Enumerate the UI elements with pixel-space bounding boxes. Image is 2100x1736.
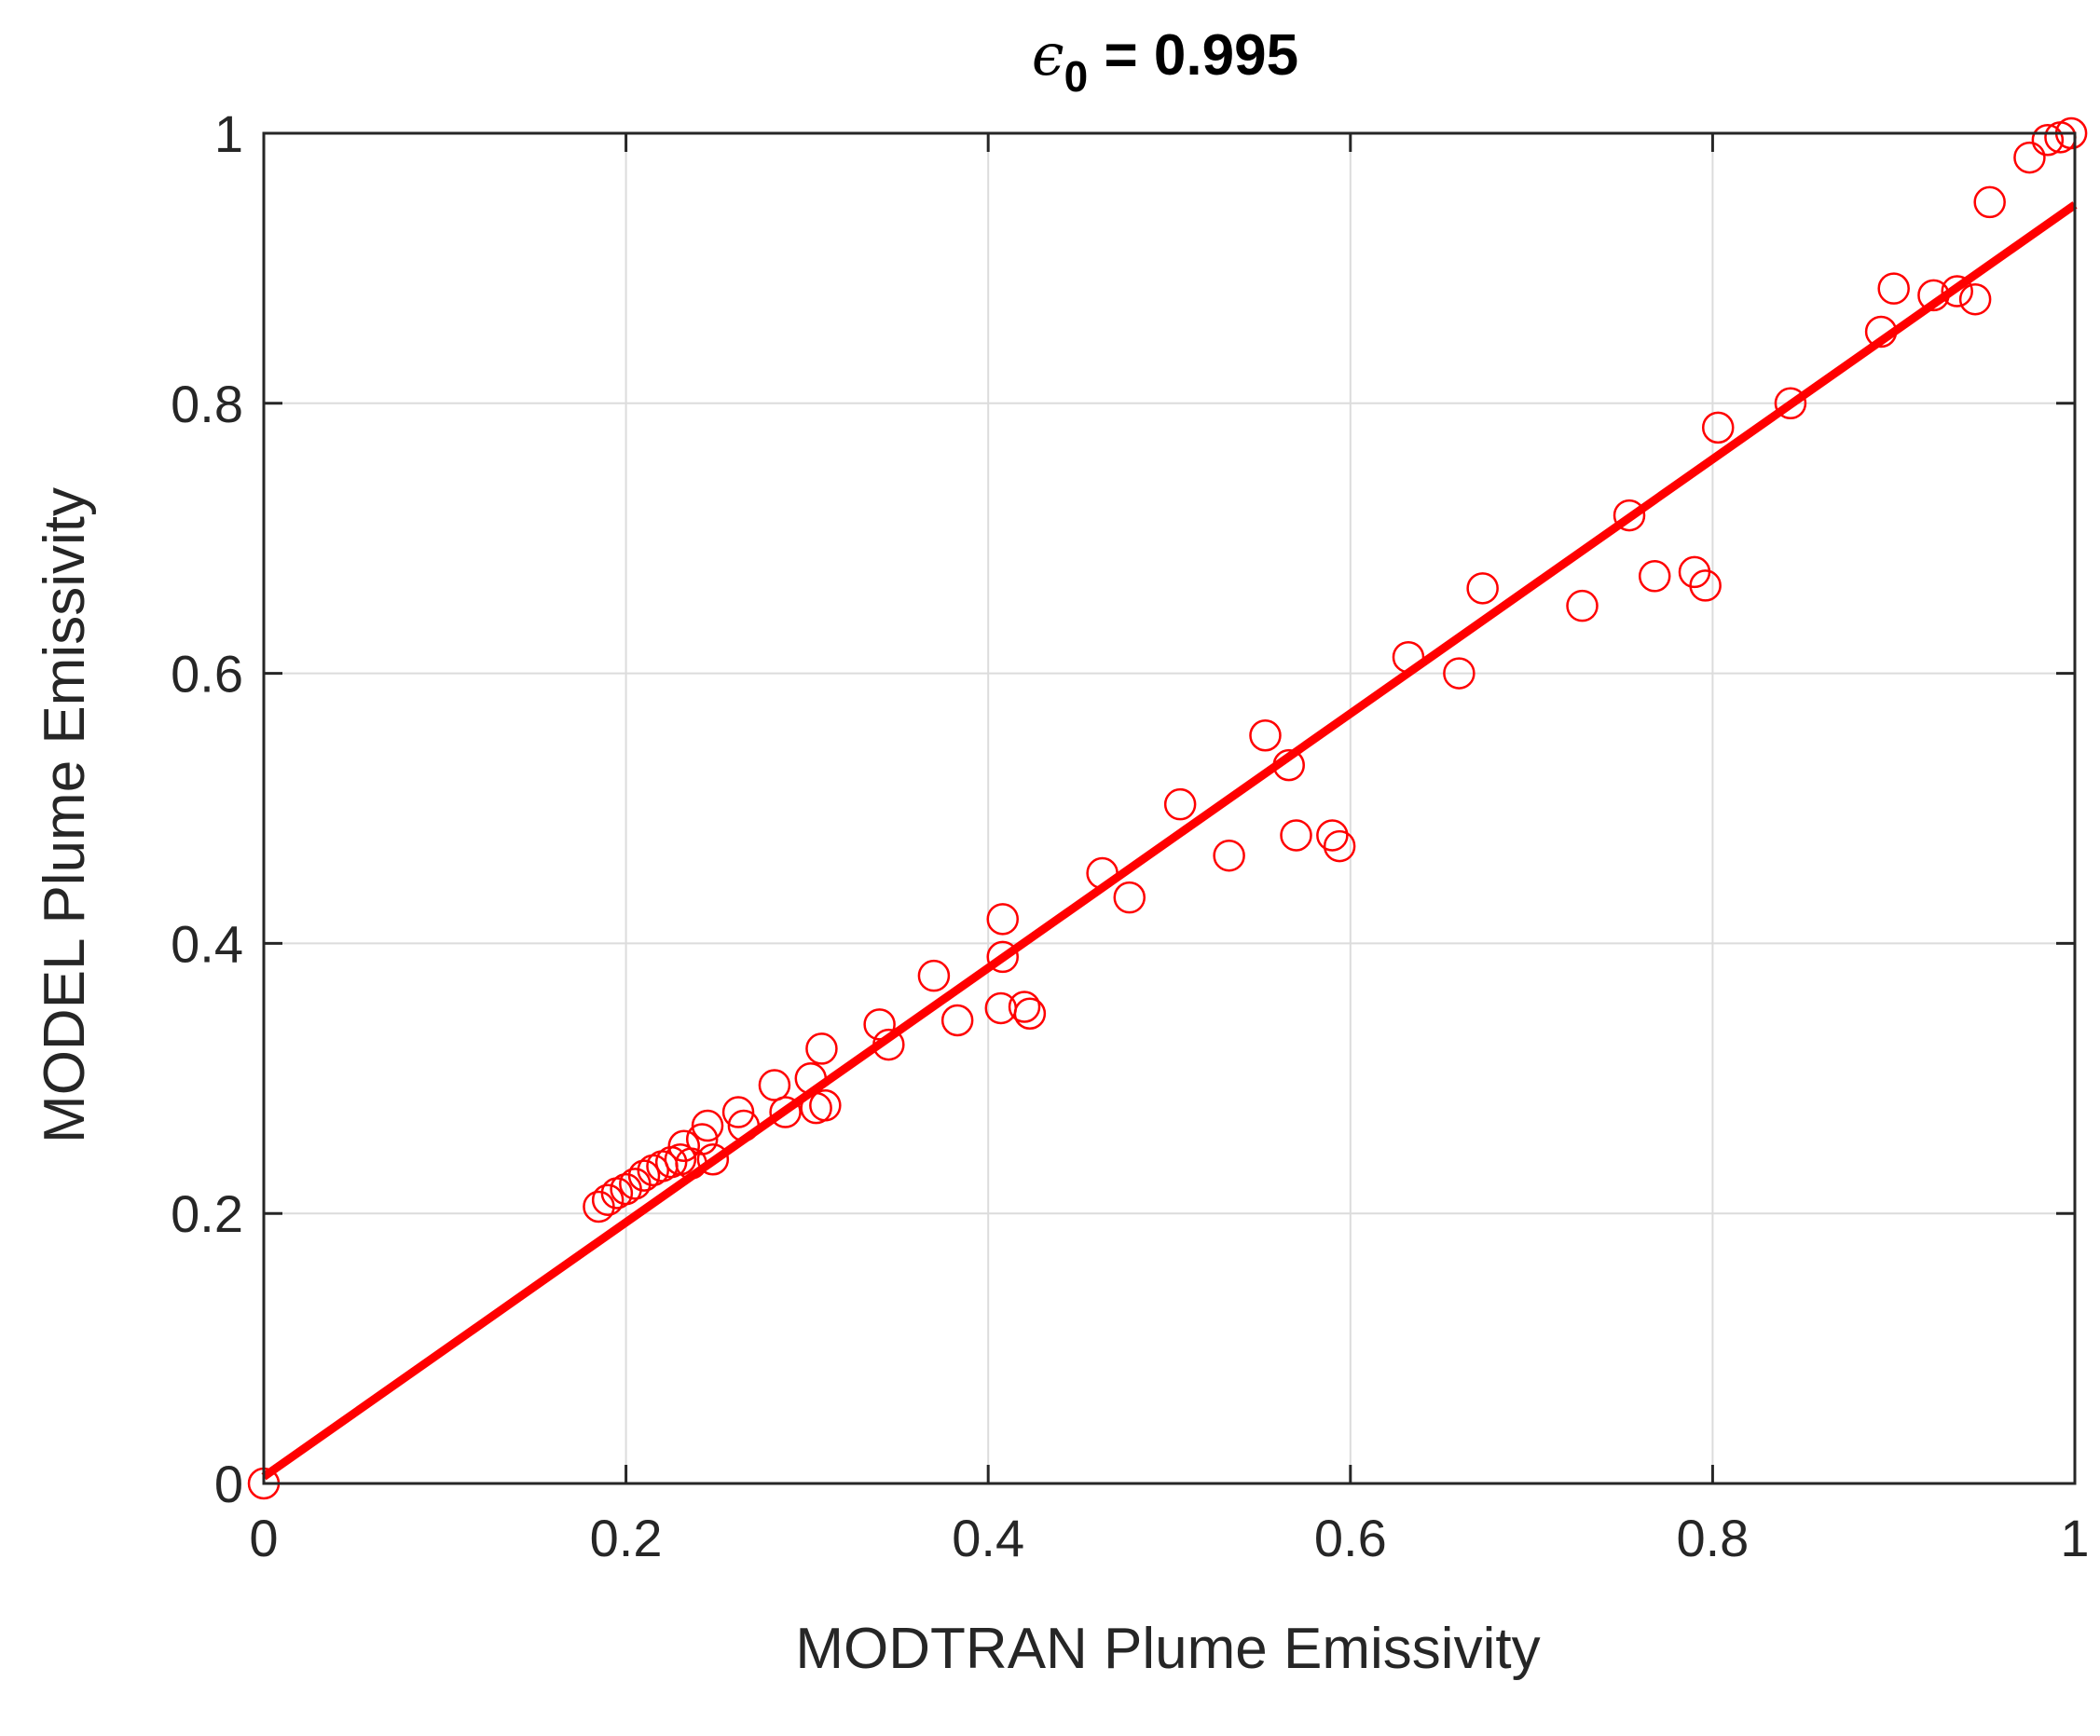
y-tick-label: 0.4 — [171, 914, 243, 973]
data-point — [1323, 829, 1356, 863]
data-point — [758, 1069, 791, 1101]
data-point — [1864, 315, 1898, 349]
data-point — [1113, 881, 1146, 914]
data-point — [1566, 589, 1599, 622]
data-point — [1008, 991, 1041, 1023]
data-point — [591, 1183, 625, 1216]
data-point — [1163, 787, 1197, 821]
x-tick-label: 0.4 — [952, 1509, 1024, 1567]
axes — [262, 131, 2077, 1485]
data-point — [1613, 499, 1646, 532]
y-tick-label: 0.2 — [171, 1184, 243, 1243]
data-point — [1638, 560, 1671, 593]
y-tick-label: 1 — [214, 104, 243, 163]
data-point — [2013, 141, 2046, 174]
data-point — [1272, 748, 1305, 782]
data-point — [685, 1123, 719, 1155]
y-tick-label: 0.8 — [171, 375, 243, 433]
chart-title: ϵ0 = 0.995 — [1032, 21, 1298, 101]
data-point — [809, 1089, 842, 1122]
data-point — [727, 1109, 761, 1142]
data-points — [247, 116, 2088, 1500]
x-axis-label: MODTRAN Plume Emissivity — [795, 1617, 1540, 1681]
plot-frame — [262, 131, 2077, 1485]
x-tick-label: 0.8 — [1676, 1509, 1749, 1567]
data-point — [805, 1032, 838, 1065]
y-tick-label: 0.6 — [171, 645, 243, 704]
data-point — [1973, 185, 2006, 219]
data-point — [1316, 819, 1349, 852]
data-point — [1701, 411, 1735, 444]
data-point — [1689, 569, 1722, 602]
tick-labels: 0 0.2 0.4 0.6 0.8 1 0 0.2 0.4 0.6 0.8 1 — [171, 104, 2089, 1567]
data-point — [1678, 555, 1711, 589]
data-point — [1466, 572, 1499, 605]
data-point — [1280, 819, 1312, 852]
data-point — [863, 1008, 896, 1041]
data-point — [1877, 272, 1910, 305]
data-point — [667, 1129, 701, 1162]
data-point — [1249, 719, 1282, 752]
x-tick-label: 0.2 — [590, 1509, 663, 1567]
data-point — [1086, 856, 1119, 890]
data-point — [721, 1096, 755, 1128]
data-point — [940, 1004, 974, 1037]
x-tick-label: 0.6 — [1314, 1509, 1387, 1567]
data-point — [1392, 640, 1425, 674]
data-point — [1941, 275, 1973, 308]
fit-line — [261, 201, 2078, 1481]
title-rest: = 0.995 — [1088, 23, 1298, 88]
data-point — [986, 903, 1019, 936]
data-point — [691, 1109, 724, 1142]
data-point — [1958, 282, 1992, 316]
data-point — [2031, 123, 2065, 157]
grid-lines — [264, 133, 2075, 1483]
title-subscript: 0 — [1064, 52, 1089, 101]
data-point — [872, 1028, 905, 1061]
data-point — [1774, 387, 1807, 420]
data-point — [627, 1159, 661, 1192]
data-point — [917, 959, 951, 992]
y-axis-label: MODEL Plume Emissivity — [33, 487, 97, 1143]
title-symbol: ϵ — [1032, 21, 1064, 89]
data-point — [986, 940, 1019, 974]
data-point — [696, 1142, 730, 1176]
x-tick-label: 0 — [249, 1509, 278, 1567]
x-tick-label: 1 — [2060, 1509, 2089, 1567]
data-point — [1013, 997, 1047, 1030]
data-point — [1443, 657, 1475, 690]
data-point — [1213, 839, 1245, 872]
fit-line-layer — [261, 201, 2078, 1481]
data-point — [1917, 279, 1950, 312]
data-point — [769, 1096, 802, 1128]
y-tick-label: 0 — [214, 1455, 243, 1513]
